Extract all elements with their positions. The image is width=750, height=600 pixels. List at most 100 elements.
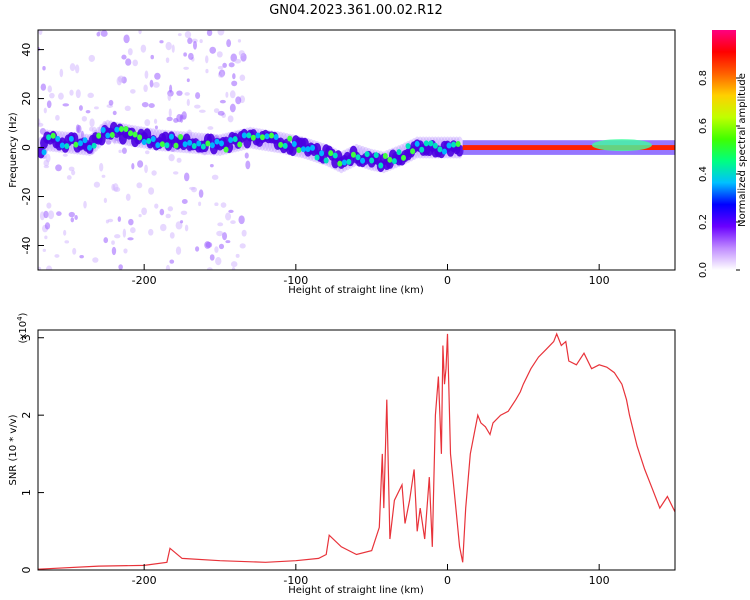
heatmap-speckle <box>229 90 236 99</box>
heatmap-speckle <box>173 118 179 123</box>
snr-y-ticks: 0 1 2 3 <box>20 334 44 574</box>
heatmap-speckle <box>44 222 51 230</box>
heatmap-speckle <box>227 115 234 123</box>
chart-title: GN04.2023.361.00.02.R12 <box>269 3 443 18</box>
heatmap-blob <box>414 140 420 147</box>
heatmap-speckle <box>169 84 173 93</box>
heatmap-speckle <box>154 72 161 80</box>
heatmap-speckle <box>165 264 171 270</box>
heatmap-speckle <box>93 106 99 110</box>
heatmap-tail-core <box>462 145 675 150</box>
snr-x-tick-label: -200 <box>132 574 157 587</box>
heatmap-speckle <box>56 211 62 216</box>
heatmap-speckle <box>42 66 46 71</box>
heatmap-marks <box>38 30 675 270</box>
heatmap-speckle <box>207 126 214 130</box>
heatmap-blob <box>423 140 429 147</box>
heatmap-speckle <box>177 33 182 37</box>
heatmap-speckle <box>117 216 122 222</box>
heatmap-blob <box>73 141 79 148</box>
heatmap-speckle <box>149 79 154 88</box>
snr-scale-suffix: ) <box>18 312 29 316</box>
heatmap-x-ticks: -200 -100 0 100 <box>132 264 610 287</box>
heatmap-speckle <box>89 118 95 127</box>
heatmap-speckle <box>75 89 81 99</box>
heatmap-speckle <box>172 171 179 175</box>
heatmap-speckle <box>148 103 155 109</box>
colorbar-tick-label: 0.0 <box>698 262 709 278</box>
heatmap-speckle <box>111 183 116 191</box>
heatmap-blob <box>164 142 170 149</box>
heatmap-blob <box>441 148 447 155</box>
heatmap-speckle <box>183 52 187 57</box>
heatmap-blob <box>337 160 343 167</box>
heatmap-blob <box>68 135 74 142</box>
heatmap-blob <box>168 133 174 140</box>
heatmap-speckle <box>124 105 131 111</box>
heatmap-speckle <box>125 58 132 66</box>
heatmap-blob <box>382 152 388 159</box>
heatmap-speckle <box>175 246 182 255</box>
colorbar: 0.0 0.2 0.4 0.6 0.8 Normalized spectral ampl… <box>698 30 748 278</box>
heatmap-speckle <box>206 267 213 270</box>
heatmap-speckle <box>235 96 242 105</box>
heatmap-blob <box>373 152 379 159</box>
heatmap-speckle <box>107 218 114 223</box>
colorbar-label: Normalized spectral amplitude <box>737 73 748 227</box>
heatmap-speckle <box>217 65 224 70</box>
heatmap-blob <box>396 149 402 156</box>
heatmap-blob <box>264 133 270 140</box>
heatmap-blob <box>196 140 202 147</box>
heatmap-speckle <box>92 257 99 263</box>
heatmap-speckle <box>127 48 133 56</box>
heatmap-speckle <box>189 186 196 190</box>
heatmap-speckle <box>45 153 51 163</box>
heatmap-speckle <box>215 257 222 266</box>
heatmap-speckle <box>148 187 155 195</box>
heatmap-blob <box>391 158 397 165</box>
heatmap-speckle <box>234 58 242 64</box>
heatmap-speckle <box>225 212 232 221</box>
heatmap-blob <box>364 151 370 158</box>
heatmap-blob <box>159 141 165 148</box>
heatmap-speckle <box>176 157 182 163</box>
snr-y-tick-label: 0 <box>20 567 33 574</box>
heatmap-speckle <box>74 64 80 74</box>
heatmap-speckle <box>122 228 127 238</box>
heatmap-speckle <box>217 30 225 36</box>
heatmap-blob <box>155 142 161 149</box>
heatmap-blob <box>355 154 361 161</box>
snr-y-axis-label: SNR (10 * v/v) <box>8 414 19 485</box>
colorbar-tick-label: 0.2 <box>698 214 709 230</box>
heatmap-speckle <box>123 248 128 254</box>
heatmap-speckle <box>141 101 149 108</box>
heatmap-speckle <box>176 90 183 96</box>
heatmap-blob <box>50 132 56 139</box>
heatmap-speckle <box>239 74 246 81</box>
heatmap-speckle <box>184 92 190 96</box>
snr-x-axis-label: Height of straight line (km) <box>288 585 424 596</box>
heatmap-speckle <box>46 202 52 209</box>
heatmap-speckle <box>154 203 159 209</box>
heatmap-speckle <box>99 162 104 172</box>
heatmap-speckle <box>44 235 48 240</box>
heatmap-x-tick-label: 100 <box>589 274 610 287</box>
heatmap-blob <box>300 146 306 153</box>
heatmap-speckle <box>131 163 135 170</box>
heatmap-speckle <box>118 264 123 270</box>
heatmap-speckle <box>88 54 96 62</box>
heatmap-blob <box>146 137 152 144</box>
heatmap-frame <box>37 29 676 271</box>
heatmap-speckle <box>232 73 236 80</box>
heatmap-speckle <box>211 174 219 180</box>
colorbar-gradient <box>712 30 736 270</box>
heatmap-blob <box>410 148 416 155</box>
heatmap-speckle <box>205 241 213 248</box>
heatmap-speckle <box>74 214 78 221</box>
heatmap-y-tick-label: -20 <box>20 188 33 206</box>
heatmap-speckle <box>230 261 238 268</box>
heatmap-speckle <box>118 149 122 154</box>
heatmap-speckle <box>245 160 251 170</box>
heatmap-blob <box>205 140 211 147</box>
